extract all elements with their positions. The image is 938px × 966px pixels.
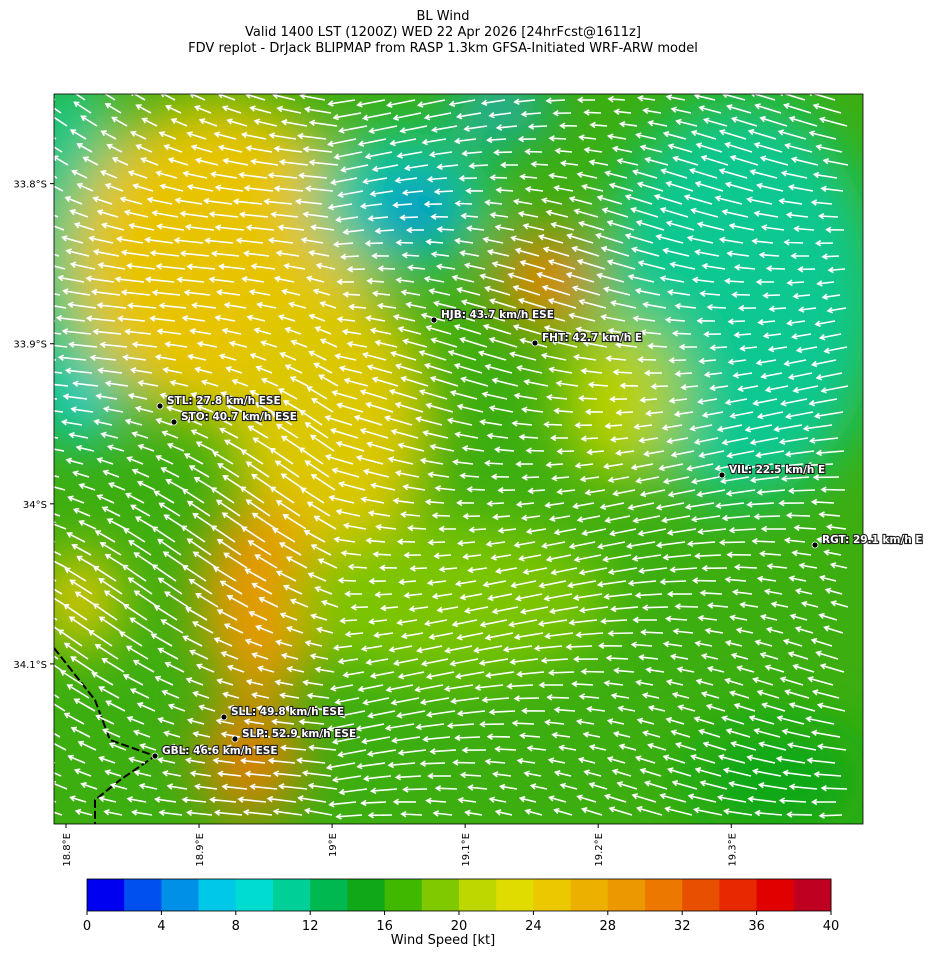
colorbar-label: Wind Speed [kt] <box>391 933 495 948</box>
colorbar-segment <box>793 879 832 911</box>
station-marker <box>531 339 539 347</box>
subtitle: FDV replot - DrJack BLIPMAP from RASP 1.… <box>188 41 698 56</box>
colorbar-segment <box>347 879 386 911</box>
colorbar-segment <box>719 879 758 911</box>
colorbar-tick-label: 24 <box>525 919 542 934</box>
colorbar-segment <box>124 879 162 911</box>
colorbar-segment <box>756 879 795 911</box>
colorbar-segment <box>235 879 274 911</box>
colorbar-tick-label: 8 <box>232 919 240 934</box>
station-label: SLP: 52.9 km/h ESE <box>242 728 356 740</box>
colorbar-segment <box>682 879 720 911</box>
colorbar-tick-label: 40 <box>823 919 840 934</box>
station-marker <box>811 541 819 549</box>
colorbar-tick-label: 20 <box>451 919 468 934</box>
colorbar-segment <box>459 879 497 911</box>
colorbar-segment <box>533 879 572 911</box>
title: BL Wind <box>417 9 470 24</box>
lat-tick-label: 34.1°S <box>13 660 47 671</box>
station-label: FHT: 42.7 km/h E <box>542 332 642 344</box>
lat-tick-label: 33.9°S <box>13 340 47 351</box>
wind-arrows <box>54 94 849 820</box>
map-frame <box>53 93 864 825</box>
station-marker <box>170 418 178 426</box>
station-marker <box>220 713 228 721</box>
colorbar-segment <box>607 879 646 911</box>
lat-tick-label: 33.8°S <box>13 180 47 191</box>
map-area <box>54 94 863 824</box>
lon-tick-label: 18.8°E <box>62 833 73 867</box>
colorbar-segment <box>87 879 125 911</box>
colorbar-segment <box>421 879 460 911</box>
colorbar-segment <box>273 879 311 911</box>
colorbar-segment <box>570 879 609 911</box>
station-marker <box>231 735 239 743</box>
lon-tick-label: 19.1°E <box>461 833 472 867</box>
lon-tick-label: 19.2°E <box>594 833 605 867</box>
colorbar-tick-label: 32 <box>674 919 691 934</box>
colorbar-segment <box>645 879 683 911</box>
colorbar-segment <box>384 879 423 911</box>
lat-tick-label: 34°S <box>23 500 47 511</box>
station-marker <box>151 752 159 760</box>
station-marker <box>156 402 164 410</box>
lon-tick-label: 19.3°E <box>727 833 738 867</box>
colorbar-segment <box>496 879 534 911</box>
station-marker <box>430 316 438 324</box>
colorbar-tick-label: 4 <box>157 919 165 934</box>
station-label: STL: 27.8 km/h ESE <box>167 395 281 407</box>
subtitle: Valid 1400 LST (1200Z) WED 22 Apr 2026 [… <box>245 25 641 40</box>
colorbar-tick-label: 12 <box>302 919 319 934</box>
colorbar-tick-label: 36 <box>748 919 765 934</box>
station-label: RGT: 29.1 km/h E <box>822 534 923 546</box>
colorbar-segment <box>198 879 237 911</box>
station-label: STO: 40.7 km/h ESE <box>181 411 297 423</box>
colorbar-tick-label: 0 <box>83 919 91 934</box>
colorbar-segment <box>161 879 200 911</box>
colorbar-tick-label: 16 <box>376 919 393 934</box>
station-label: HJB: 43.7 km/h ESE <box>441 309 554 321</box>
lon-tick-label: 19°E <box>328 833 339 857</box>
colorbar-tick-label: 28 <box>600 919 617 934</box>
lon-tick-label: 18.9°E <box>195 833 206 867</box>
station-label: SLL: 49.8 km/h ESE <box>231 706 344 718</box>
station-marker <box>718 471 726 479</box>
station-label: GBL: 46.6 km/h ESE <box>162 745 278 757</box>
colorbar-segment <box>310 879 348 911</box>
station-label: VIL: 22.5 km/h E <box>729 464 825 476</box>
